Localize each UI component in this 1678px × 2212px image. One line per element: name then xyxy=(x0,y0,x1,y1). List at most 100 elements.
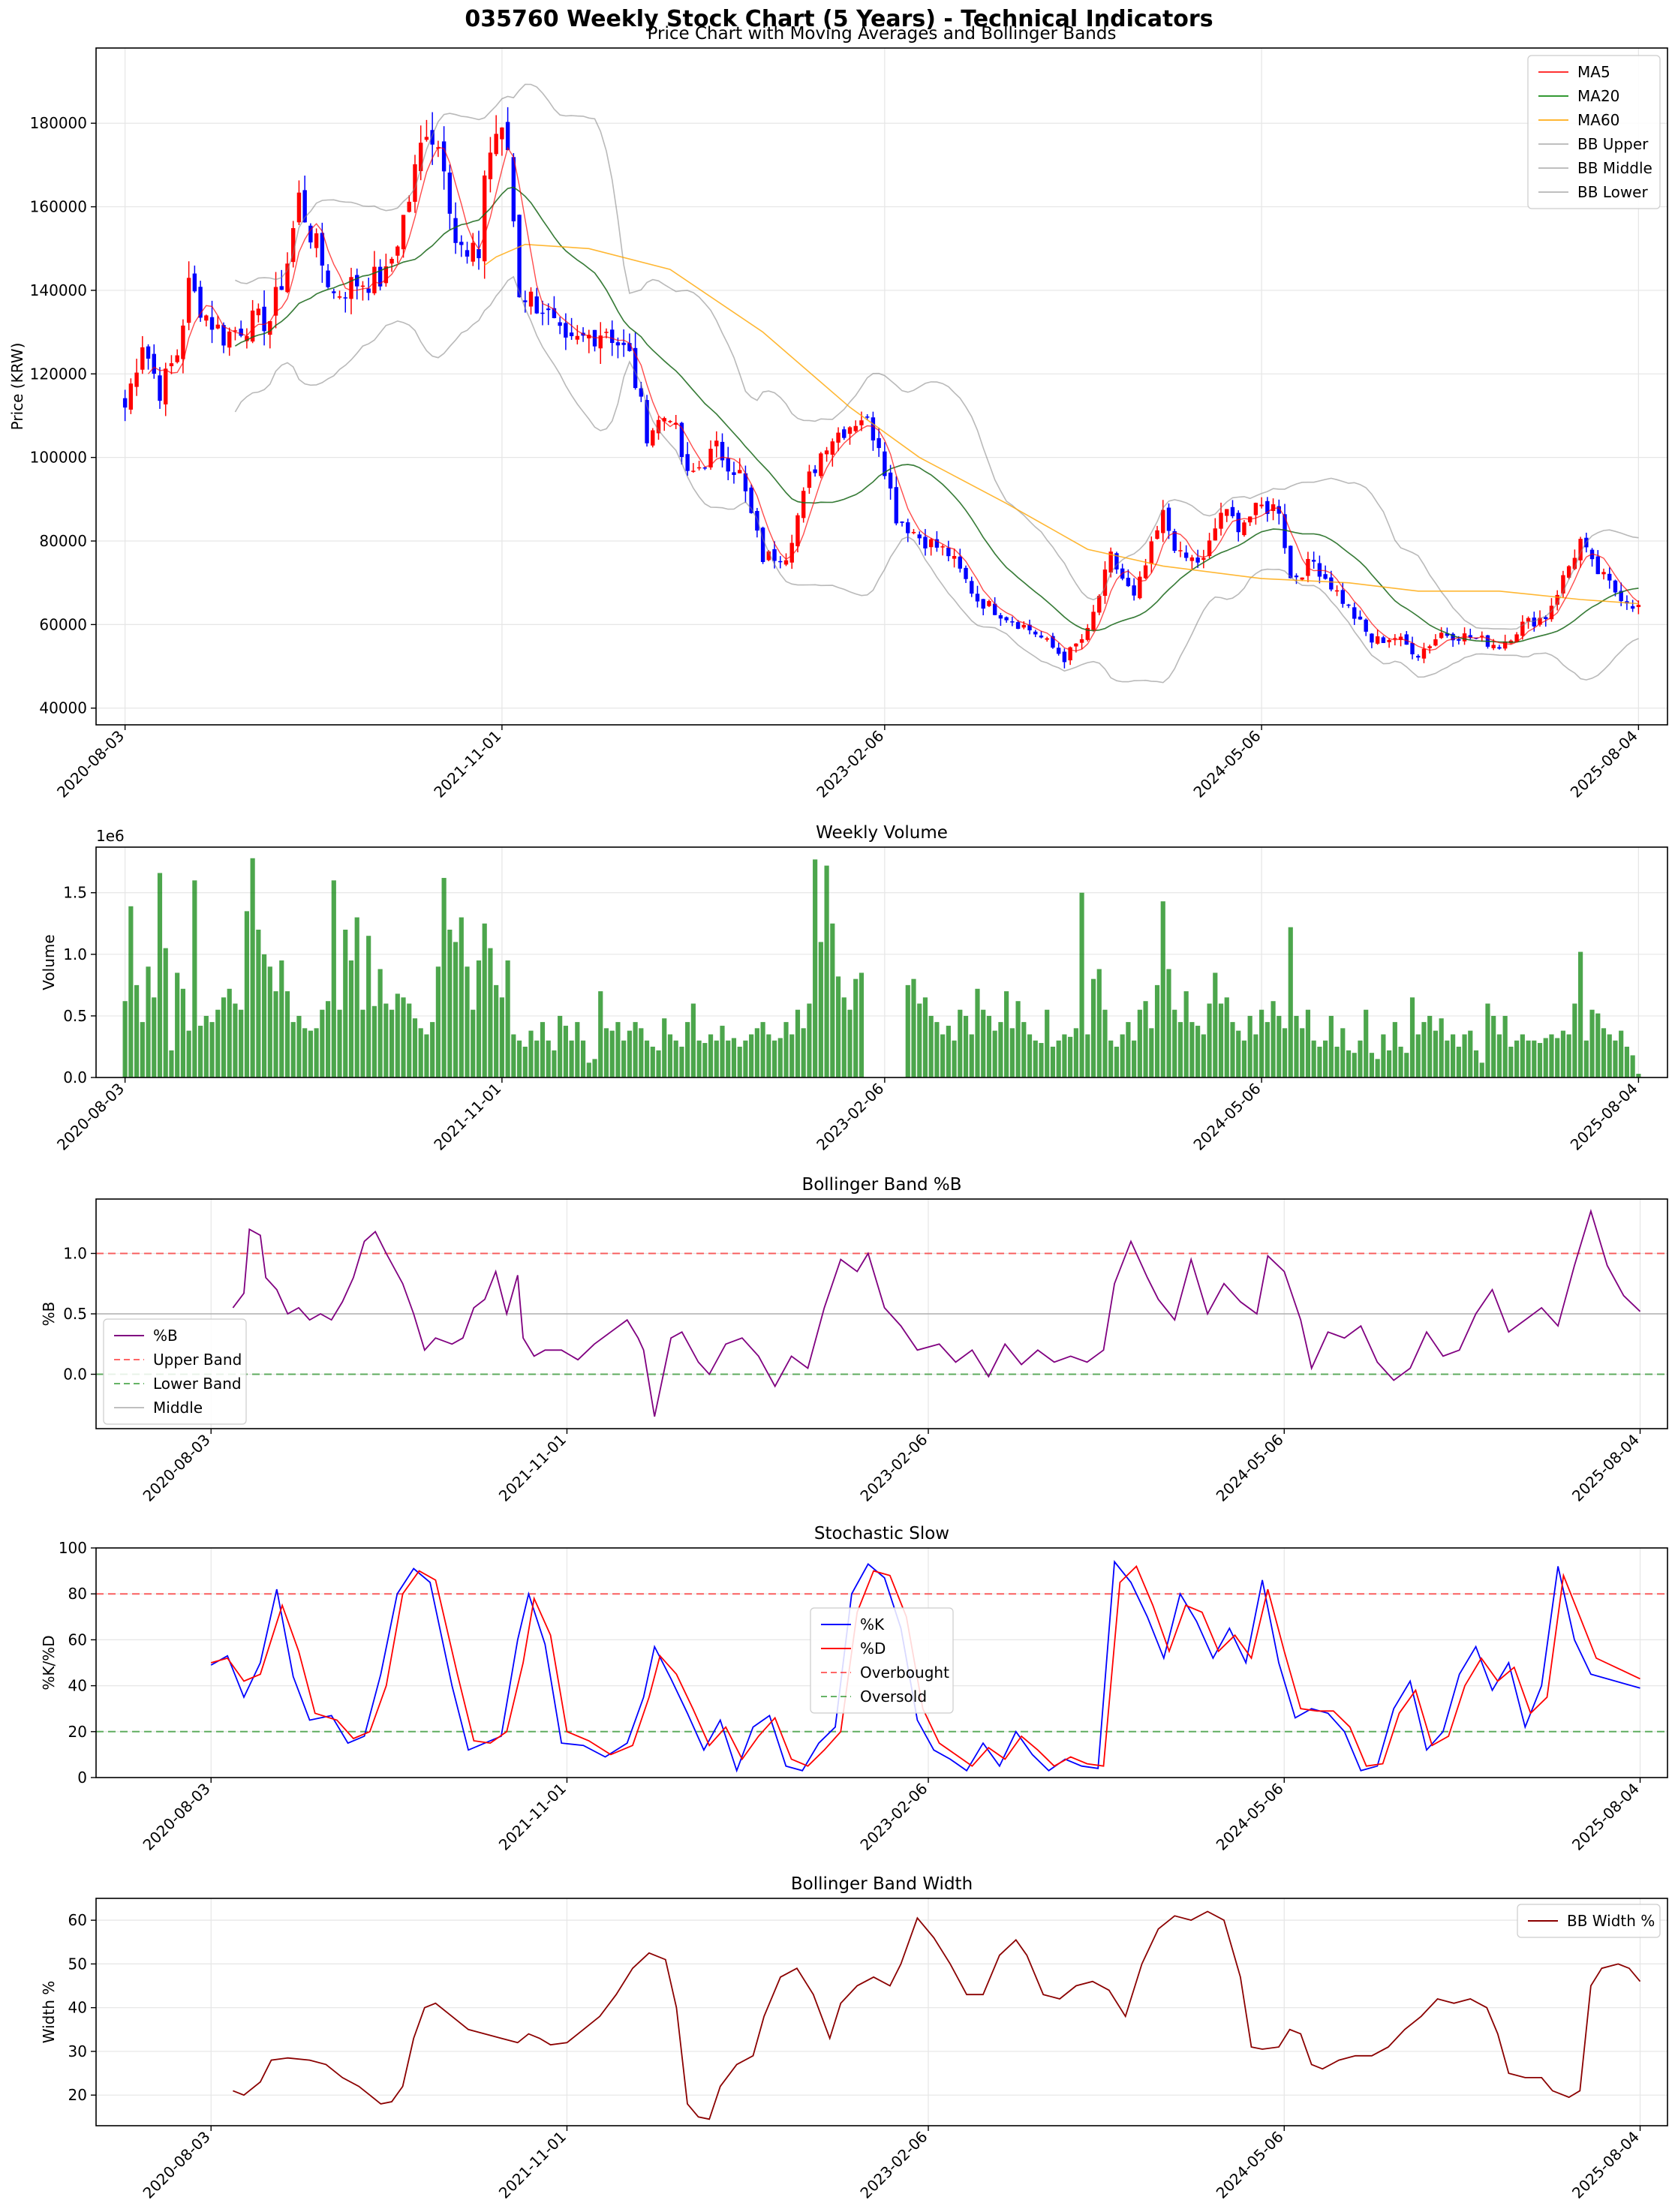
volume-bar xyxy=(250,858,255,1077)
candle-body xyxy=(1364,619,1368,632)
candle-body xyxy=(952,556,957,559)
volume-bar xyxy=(1624,1046,1630,1077)
candle-body xyxy=(1004,617,1009,621)
volume-bar xyxy=(1543,1038,1548,1077)
volume-bar xyxy=(1328,1015,1334,1077)
volume-bar xyxy=(1433,1030,1439,1077)
volume-bar xyxy=(1114,1046,1120,1077)
candle-body xyxy=(285,263,290,293)
y-tick-label: 0.0 xyxy=(63,1068,87,1086)
candle-body xyxy=(1271,504,1276,512)
volume-bar xyxy=(603,1028,609,1077)
legend-label: BB Lower xyxy=(1577,183,1648,201)
volume-bar xyxy=(1375,1059,1380,1077)
volume-bar xyxy=(911,978,916,1077)
candle-body xyxy=(772,548,777,561)
volume-bar xyxy=(1456,1046,1461,1077)
volume-bar xyxy=(1126,1022,1131,1077)
volume-bar xyxy=(1323,1040,1328,1077)
volume-bar xyxy=(1218,1003,1224,1077)
volume-bar xyxy=(1096,969,1102,1077)
volume-bar xyxy=(1578,951,1583,1077)
ma20-line xyxy=(234,186,1639,643)
volume-bar xyxy=(981,1009,986,1077)
volume-bar xyxy=(662,1018,667,1077)
candle-body xyxy=(621,342,626,345)
candle-body xyxy=(401,215,406,250)
volume-bar xyxy=(1352,1053,1357,1077)
candle-body xyxy=(1265,500,1270,514)
candle-body xyxy=(1068,647,1072,661)
candle-body xyxy=(1132,585,1136,596)
volume-bar xyxy=(1224,997,1229,1077)
candle-body xyxy=(1526,618,1531,622)
candle-body xyxy=(1375,636,1380,644)
volume-bar xyxy=(1015,1001,1021,1077)
candle-body xyxy=(558,322,562,326)
candle-body xyxy=(1538,618,1542,625)
candle-body xyxy=(1207,540,1212,557)
volume-bar xyxy=(169,1050,174,1077)
candle-body xyxy=(1079,639,1084,643)
volume-bar xyxy=(522,1046,528,1077)
candle-body xyxy=(1532,618,1536,627)
candle-body xyxy=(1242,522,1246,536)
volume-bar xyxy=(1132,1040,1137,1077)
candle-body xyxy=(726,458,730,472)
candle-body xyxy=(447,172,453,214)
volume-bar xyxy=(685,1022,690,1077)
volume-bar xyxy=(1021,1022,1027,1077)
volume-bar xyxy=(853,978,859,1077)
y-tick-label: 30 xyxy=(68,2042,87,2060)
legend-box xyxy=(1517,1904,1661,1938)
candle-body xyxy=(1619,591,1623,602)
candle-body xyxy=(1352,607,1357,619)
volume-bar xyxy=(471,1009,476,1077)
volume-bar xyxy=(325,1001,331,1077)
candle-body xyxy=(1253,503,1258,515)
candle-body xyxy=(1491,645,1496,648)
candle-body xyxy=(1334,590,1340,592)
y-tick-label: 100000 xyxy=(30,449,87,467)
volume-bar xyxy=(239,1009,244,1077)
candle-body xyxy=(1514,634,1519,642)
candle-body xyxy=(204,315,209,321)
candle-body xyxy=(1549,606,1554,620)
candle-body xyxy=(1143,565,1148,579)
candle-body xyxy=(413,164,417,202)
volume-bar xyxy=(1392,1022,1397,1077)
candle-body xyxy=(186,278,191,323)
candle-body xyxy=(662,418,666,422)
candle-body xyxy=(609,329,615,344)
volume-bar xyxy=(476,960,482,1077)
volume-bar xyxy=(952,1040,957,1077)
volume-bar xyxy=(366,936,371,1077)
candle-body xyxy=(250,310,255,342)
volume-bar xyxy=(482,923,487,1077)
volume-bar xyxy=(1364,1009,1369,1077)
volume-bar xyxy=(835,976,841,1077)
legend-label: Oversold xyxy=(860,1688,927,1706)
candle-body xyxy=(1201,558,1206,561)
volume-bar xyxy=(377,969,383,1077)
volume-bar xyxy=(731,1038,737,1077)
volume-bars xyxy=(122,858,1641,1077)
volume-bar xyxy=(1583,1040,1589,1077)
candle-body xyxy=(169,363,174,367)
volume-bar xyxy=(163,948,168,1077)
volume-bar xyxy=(1619,1030,1624,1077)
volume-bar xyxy=(1636,1074,1641,1077)
legend-label: BB Upper xyxy=(1577,135,1649,153)
volume-bar xyxy=(1068,1036,1073,1077)
volume-bar xyxy=(453,942,459,1077)
candle-body xyxy=(1404,634,1409,645)
candlesticks xyxy=(122,107,1641,669)
y-tick-label: 0.0 xyxy=(63,1366,87,1384)
volume-bar xyxy=(424,1034,429,1077)
volume-bar xyxy=(1369,1053,1375,1077)
candle-body xyxy=(575,335,580,340)
volume-bar xyxy=(1520,1034,1525,1077)
volume-bar xyxy=(1496,1034,1502,1077)
candle-body xyxy=(314,233,319,248)
volume-bar xyxy=(702,1043,708,1077)
